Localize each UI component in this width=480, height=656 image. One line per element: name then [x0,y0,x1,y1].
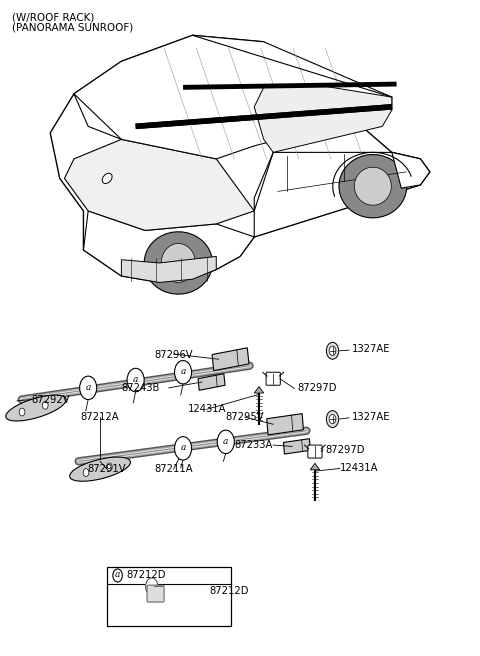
Circle shape [127,368,144,392]
Polygon shape [64,139,254,230]
FancyBboxPatch shape [266,372,280,385]
Text: 12431A: 12431A [188,404,226,415]
Polygon shape [198,374,225,390]
Circle shape [19,408,25,416]
Text: 87295V: 87295V [226,412,264,422]
Polygon shape [74,35,392,159]
Text: a: a [133,375,138,384]
Circle shape [326,411,339,428]
FancyBboxPatch shape [308,445,322,458]
Text: a: a [180,443,186,452]
Circle shape [80,376,96,400]
Circle shape [217,430,234,453]
Polygon shape [354,167,391,205]
Text: a: a [115,570,120,579]
Polygon shape [339,155,407,218]
Circle shape [329,415,336,424]
Text: 87233A: 87233A [235,440,273,450]
Text: 87297D: 87297D [325,445,365,455]
Polygon shape [284,439,311,454]
Circle shape [42,401,48,409]
Text: 87297D: 87297D [297,384,336,394]
Text: 1327AE: 1327AE [351,412,390,422]
Text: 87212A: 87212A [81,412,120,422]
Polygon shape [267,414,303,435]
Polygon shape [161,243,195,283]
Polygon shape [144,232,213,294]
Text: (W/ROOF RACK): (W/ROOF RACK) [12,12,95,22]
Text: 87292V: 87292V [31,394,70,405]
Circle shape [83,468,89,476]
Polygon shape [310,463,320,470]
Polygon shape [50,35,430,283]
FancyBboxPatch shape [107,567,230,626]
Polygon shape [6,395,66,421]
Polygon shape [254,386,264,393]
Text: 87296V: 87296V [154,350,193,360]
Circle shape [145,578,158,595]
Text: 12431A: 12431A [340,464,378,474]
Polygon shape [121,256,216,283]
Text: 87212D: 87212D [126,571,166,581]
Circle shape [107,463,112,471]
Polygon shape [392,152,430,188]
Circle shape [175,437,192,460]
Polygon shape [212,348,249,371]
Polygon shape [254,84,392,152]
Text: a: a [180,367,186,376]
Text: 87211A: 87211A [154,464,193,474]
Circle shape [326,342,339,359]
Text: 87243B: 87243B [121,383,159,393]
Text: a: a [223,437,228,445]
Text: 87291V: 87291V [88,464,126,474]
FancyBboxPatch shape [147,585,164,602]
Circle shape [113,569,122,582]
Circle shape [175,361,192,384]
Polygon shape [254,152,430,237]
Text: (PANORAMA SUNROOF): (PANORAMA SUNROOF) [12,22,133,32]
Ellipse shape [102,173,112,184]
Text: 1327AE: 1327AE [351,344,390,354]
Polygon shape [84,211,254,276]
Text: a: a [85,382,91,392]
Polygon shape [70,457,131,482]
Text: 87212D: 87212D [209,586,249,596]
Circle shape [329,346,336,356]
